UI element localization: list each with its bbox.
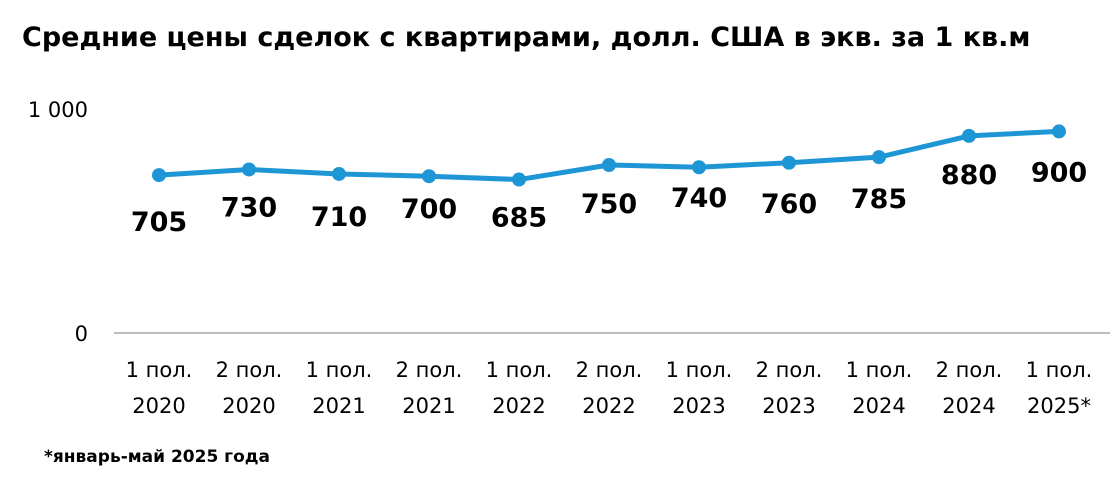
x-tick-label: 2 пол. 2023: [756, 358, 823, 418]
data-label: 685: [491, 203, 547, 234]
data-labels: 705 730 710 700 685 750 740 760 785 880 900: [131, 157, 1087, 238]
data-point: [692, 160, 706, 175]
chart-title: Средние цены сделок с квартирами, долл. …: [22, 22, 1031, 53]
data-point: [1052, 124, 1066, 139]
x-tick-label: 1 пол. 2023: [666, 358, 733, 418]
data-point: [962, 128, 976, 143]
x-tick-label: 1 пол. 2022: [486, 358, 553, 418]
series-line: [156, 128, 1062, 183]
x-tick-label: 2 пол. 2022: [576, 358, 643, 418]
x-tick-label: 1 пол. 2025*: [1026, 358, 1093, 418]
x-tick-label: 2 пол. 2024: [936, 358, 1003, 418]
x-axis-ticks: 1 пол. 2020 2 пол. 2020 1 пол. 2021 2 пол. 2021…: [126, 358, 1093, 418]
y-tick-label: 1 000: [28, 98, 88, 122]
data-label: 760: [761, 189, 817, 220]
y-axis-ticks: 0 1 000: [28, 98, 88, 346]
data-label: 785: [851, 184, 907, 215]
data-label: 710: [311, 202, 367, 233]
data-point: [242, 162, 256, 177]
y-tick-label: 0: [75, 322, 88, 346]
data-label: 740: [671, 183, 727, 214]
data-point: [512, 172, 526, 187]
x-tick-label: 2 пол. 2021: [396, 358, 463, 418]
x-tick-label: 1 пол. 2021: [306, 358, 373, 418]
data-point: [602, 158, 616, 172]
data-label: 880: [941, 160, 997, 191]
data-label: 700: [401, 194, 457, 225]
footnote: *январь-май 2025 года: [44, 447, 270, 467]
data-label: 750: [581, 189, 637, 220]
data-point: [152, 168, 166, 183]
data-points: [152, 124, 1066, 187]
data-point: [332, 166, 346, 181]
x-tick-label: 1 пол. 2020: [126, 358, 193, 418]
data-point: [782, 155, 796, 170]
data-label: 705: [131, 207, 187, 238]
x-tick-label: 1 пол. 2024: [846, 358, 913, 418]
data-label: 900: [1031, 157, 1087, 188]
data-label: 730: [221, 192, 277, 223]
data-point: [872, 150, 886, 165]
x-tick-label: 2 пол. 2020: [216, 358, 283, 418]
data-point: [422, 169, 436, 184]
